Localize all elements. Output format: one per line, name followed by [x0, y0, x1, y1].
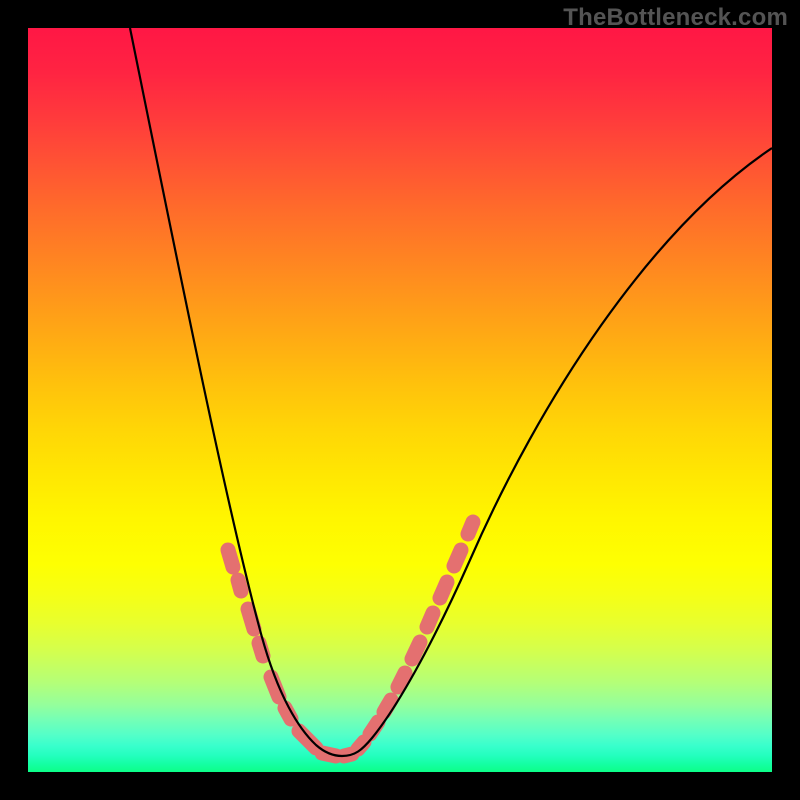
dash-segment: [259, 643, 263, 656]
dash-segment: [468, 522, 473, 534]
dash-segment: [238, 580, 241, 591]
dash-segment: [384, 700, 391, 712]
watermark-text: TheBottleneck.com: [563, 4, 788, 32]
dash-segment: [440, 582, 447, 598]
chart-frame: TheBottleneck.com: [0, 0, 800, 800]
bottleneck-curve-chart: [0, 0, 800, 800]
dash-segment: [228, 550, 233, 567]
dash-segment: [454, 550, 461, 566]
dash-segment: [248, 609, 254, 629]
dash-segment: [427, 613, 433, 627]
gradient-background: [28, 28, 772, 772]
dash-segment: [412, 642, 420, 659]
dash-segment: [398, 673, 405, 687]
